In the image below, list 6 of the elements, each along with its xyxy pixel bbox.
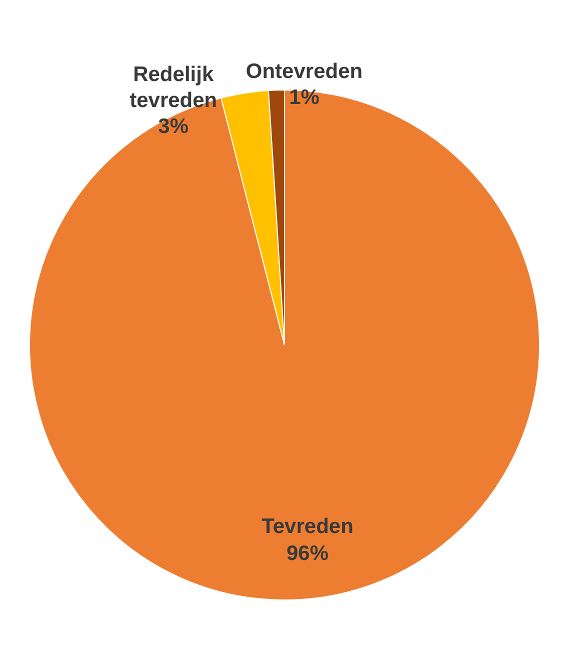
slice-label: Redelijk tevreden — [130, 63, 218, 112]
data-label: 1% — [289, 86, 320, 110]
slice-label: Tevreden — [262, 515, 354, 538]
data-label: 96% — [286, 542, 329, 566]
slice-label: Ontevreden — [246, 60, 363, 84]
data-label: 3% — [158, 115, 189, 138]
